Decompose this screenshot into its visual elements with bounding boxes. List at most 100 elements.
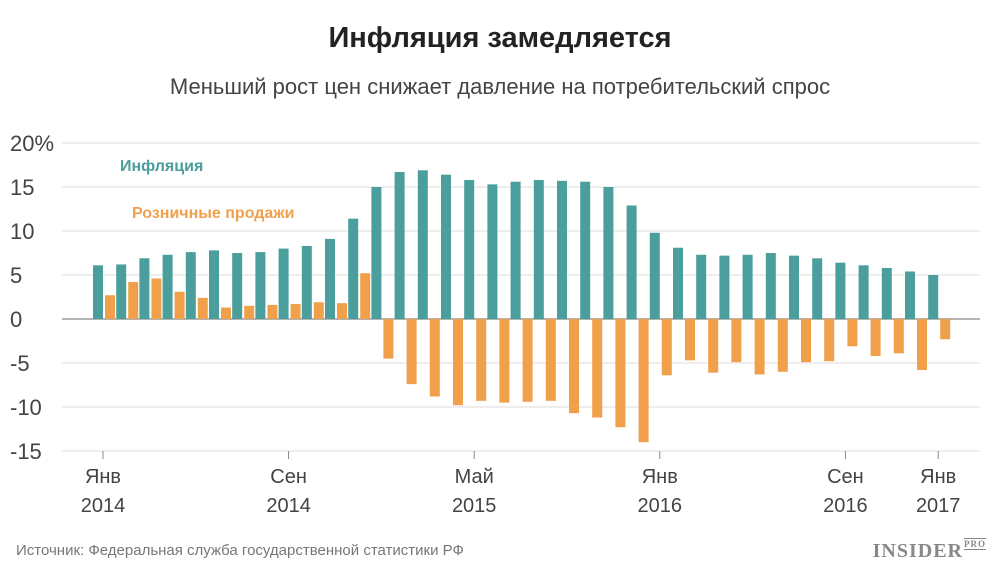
bar-inflation bbox=[789, 255, 799, 319]
bar-retail bbox=[917, 319, 927, 371]
y-tick-label: 15 bbox=[10, 175, 34, 200]
bar-retail bbox=[406, 319, 417, 385]
legend-inflation: Инфляция bbox=[120, 158, 203, 175]
bar-retail bbox=[151, 278, 162, 319]
bar-retail bbox=[801, 319, 811, 363]
bar-inflation bbox=[487, 184, 498, 319]
bar-retail bbox=[638, 319, 649, 443]
bar-inflation bbox=[93, 265, 103, 319]
bar-inflation bbox=[139, 258, 150, 319]
bar-retail bbox=[545, 319, 556, 401]
bar-inflation bbox=[278, 248, 289, 319]
bar-retail bbox=[777, 319, 788, 372]
bar-retail bbox=[174, 291, 185, 319]
bar-inflation bbox=[371, 187, 382, 319]
bar-inflation bbox=[255, 252, 266, 319]
bar-inflation bbox=[626, 205, 637, 319]
chart-subtitle: Меньший рост цен снижает давление на пот… bbox=[169, 74, 831, 99]
bar-retail bbox=[337, 303, 347, 319]
bar-retail bbox=[569, 319, 579, 414]
bar-inflation bbox=[881, 267, 892, 319]
y-tick-label: 0 bbox=[10, 307, 22, 332]
legend-retail: Розничные продажи bbox=[132, 205, 294, 222]
chart-title: Инфляция замедляется bbox=[328, 22, 672, 54]
x-tick-year: 2014 bbox=[266, 495, 311, 517]
source-note: Источник: Федеральная служба государстве… bbox=[16, 542, 464, 559]
y-tick-label: -10 bbox=[10, 395, 42, 420]
y-tick-label: -15 bbox=[10, 439, 42, 464]
bar-retail bbox=[824, 319, 835, 362]
bar-retail bbox=[383, 319, 394, 359]
x-tick-month: Янв bbox=[85, 466, 121, 488]
x-tick-year: 2015 bbox=[452, 495, 497, 517]
bar-retail bbox=[244, 305, 255, 319]
y-tick-label: 5 bbox=[10, 263, 22, 288]
legend: Инфляция Розничные продажи bbox=[120, 158, 294, 222]
bar-inflation bbox=[649, 232, 660, 319]
y-tick-label: -5 bbox=[10, 351, 30, 376]
y-tick-label: 10 bbox=[10, 219, 34, 244]
x-tick-month: Сен bbox=[270, 466, 307, 488]
bar-retail bbox=[708, 319, 719, 373]
bar-retail bbox=[453, 319, 463, 406]
bar-inflation bbox=[673, 247, 683, 319]
bars bbox=[93, 170, 951, 443]
bar-inflation bbox=[765, 253, 776, 319]
bar-inflation bbox=[696, 254, 707, 319]
bar-retail bbox=[522, 319, 533, 402]
x-axis: Янв 2014 Сен 2014 Май 2015 Янв 2016 Сен 2016 Янв 20… bbox=[81, 451, 961, 517]
bar-inflation bbox=[301, 245, 312, 319]
brand-name: INSIDER bbox=[872, 540, 963, 562]
bar-retail bbox=[893, 319, 904, 354]
bar-retail bbox=[754, 319, 765, 375]
bar-inflation bbox=[116, 264, 127, 319]
bar-retail bbox=[290, 304, 301, 319]
bar-retail bbox=[221, 307, 231, 319]
bar-inflation bbox=[580, 181, 591, 319]
bar-retail bbox=[685, 319, 695, 361]
bar-retail bbox=[499, 319, 510, 403]
bar-retail bbox=[313, 302, 324, 319]
x-tick-year: 2016 bbox=[638, 495, 683, 517]
bar-inflation bbox=[510, 181, 521, 319]
bar-inflation bbox=[533, 179, 544, 319]
bar-retail bbox=[197, 297, 208, 319]
bar-inflation bbox=[325, 238, 335, 319]
bar-retail bbox=[615, 319, 626, 428]
x-tick-year: 2017 bbox=[916, 495, 961, 517]
bar-inflation bbox=[557, 180, 567, 319]
bar-inflation bbox=[232, 253, 243, 319]
bar-retail bbox=[267, 304, 278, 319]
x-tick-month: Май bbox=[455, 466, 494, 488]
bar-inflation bbox=[185, 252, 196, 319]
bar-retail bbox=[429, 319, 440, 397]
bar-inflation bbox=[835, 262, 846, 319]
bar-retail bbox=[476, 319, 487, 401]
brand-logo: INSIDERPRO bbox=[872, 538, 986, 563]
x-tick-month: Сен bbox=[827, 466, 864, 488]
bar-inflation bbox=[905, 271, 915, 319]
x-tick-month: Янв bbox=[920, 466, 956, 488]
bar-retail bbox=[847, 319, 858, 347]
bar-inflation bbox=[441, 174, 451, 319]
bar-inflation bbox=[209, 250, 219, 319]
bar-retail bbox=[592, 319, 603, 418]
bar-retail bbox=[940, 319, 951, 340]
x-tick-month: Янв bbox=[642, 466, 678, 488]
bar-inflation bbox=[348, 218, 359, 319]
bar-inflation bbox=[928, 275, 939, 319]
bar-inflation bbox=[464, 179, 475, 319]
x-tick-year: 2016 bbox=[823, 495, 868, 517]
bar-retail bbox=[731, 319, 742, 363]
bar-retail bbox=[870, 319, 881, 356]
brand-suffix: PRO bbox=[964, 538, 986, 550]
x-tick-year: 2014 bbox=[81, 495, 126, 517]
y-axis: 20% 15 10 5 0 -5 -10 -15 bbox=[10, 131, 54, 464]
bar-inflation bbox=[162, 254, 173, 319]
bar-inflation bbox=[858, 265, 869, 319]
y-tick-label: 20% bbox=[10, 131, 54, 156]
bar-inflation bbox=[812, 258, 823, 319]
bar-inflation bbox=[394, 172, 405, 319]
bar-retail bbox=[105, 295, 115, 319]
